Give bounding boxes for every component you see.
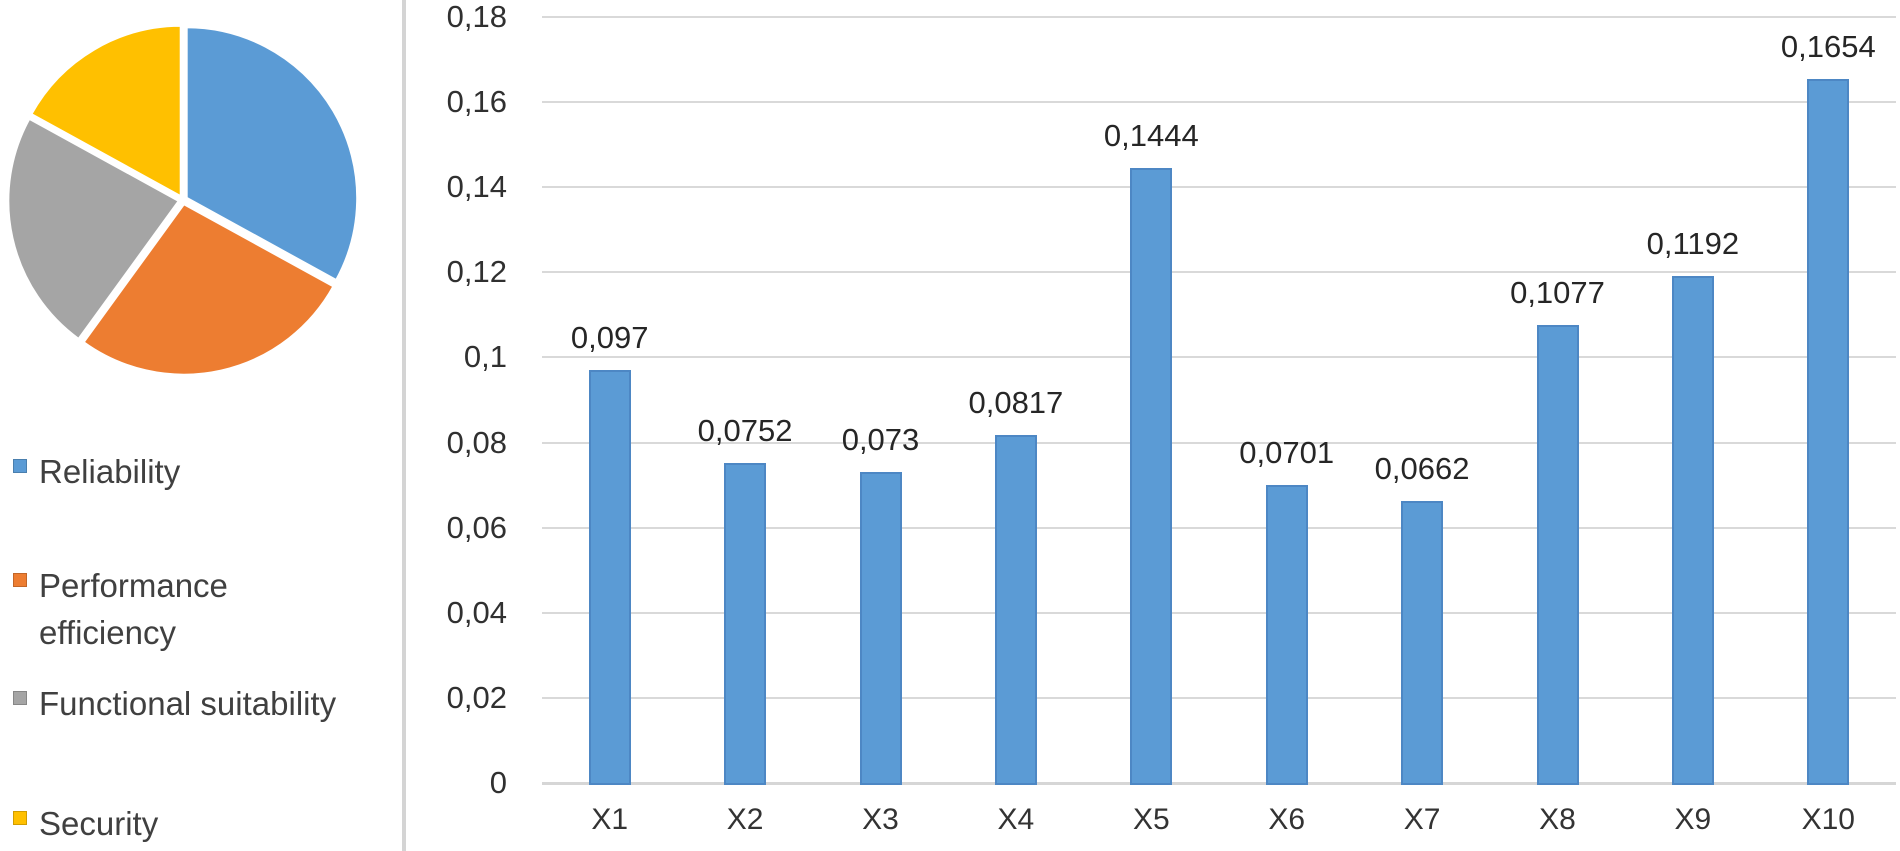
bar-x8 [1536, 324, 1579, 785]
y-axis-tick-label: 0,18 [446, 0, 507, 34]
bar-value-label-x3: 0,073 [841, 422, 920, 458]
bar-value-label-x4: 0,0817 [968, 385, 1064, 421]
x-axis-line [542, 782, 1896, 785]
legend-swatch-reliability [13, 459, 27, 473]
bar-x1 [588, 370, 631, 785]
x-axis-label-x2: X2 [726, 803, 764, 836]
y-axis-tick-label: 0,16 [446, 84, 507, 120]
x-axis-label-x4: X4 [997, 803, 1035, 836]
panel-divider [402, 0, 406, 851]
y-axis-tick-label: 0,14 [446, 169, 507, 205]
x-axis-label-x9: X9 [1674, 803, 1712, 836]
legend-swatch-performance-efficiency [13, 573, 27, 587]
legend-label: Security [39, 805, 159, 842]
gridline [542, 356, 1896, 359]
gridline [542, 271, 1896, 274]
gridline [542, 186, 1896, 189]
y-axis-tick-label: 0 [489, 765, 507, 800]
x-axis-label-x8: X8 [1539, 803, 1576, 836]
bar-x6 [1265, 484, 1308, 785]
x-axis-label-x3: X3 [862, 803, 899, 836]
pie-legend: Reliability Performance efficiency Functio… [0, 0, 400, 851]
gridline [542, 16, 1896, 18]
legend-swatch-security [13, 811, 27, 825]
bar-value-label-x2: 0,0752 [697, 412, 793, 448]
bar-x3 [859, 472, 902, 785]
y-axis-tick-label: 0,1 [463, 339, 507, 375]
pie-chart [6, 24, 359, 377]
x-axis-label-x7: X7 [1403, 803, 1441, 836]
bar-x2 [724, 462, 767, 785]
legend-label: Functional suitability [39, 685, 337, 722]
y-axis-tick-label: 0,02 [446, 679, 507, 715]
pie-slice-performance-efficiency [82, 202, 335, 377]
legend-item-functional-suitability: Functional suitability [13, 680, 336, 727]
gridline [542, 696, 1896, 699]
bar-x7 [1401, 501, 1444, 785]
bar-value-label-x10: 0,1654 [1780, 29, 1876, 65]
x-axis-label-x1: X1 [591, 803, 629, 836]
bar-x4 [994, 435, 1037, 785]
bar-value-label-x8: 0,1077 [1510, 274, 1605, 310]
bar-x9 [1671, 275, 1714, 785]
legend-swatch-functional-suitability [13, 691, 27, 705]
y-axis-tick-label: 0,04 [446, 594, 507, 630]
y-axis-tick-label: 0,12 [446, 254, 507, 290]
bar-value-label-x9: 0,1192 [1646, 225, 1740, 261]
bar-value-label-x6: 0,0701 [1239, 434, 1335, 470]
pie-slice-reliability [185, 25, 359, 282]
gridline [542, 101, 1896, 104]
x-axis-label-x5: X5 [1132, 803, 1170, 836]
bar-value-label-x1: 0,097 [570, 320, 649, 356]
gridline [542, 441, 1896, 444]
x-axis-label-x10: X10 [1801, 803, 1855, 836]
bar-value-label-x5: 0,1444 [1103, 118, 1199, 154]
legend-label: Performance efficiency [39, 567, 228, 651]
legend-item-performance-efficiency: Performance efficiency [13, 562, 289, 656]
bar-x10 [1807, 79, 1850, 785]
pie-slice-functional-suitability [6, 117, 181, 341]
bar-value-label-x7: 0,0662 [1374, 451, 1470, 487]
legend-item-security: Security [13, 800, 158, 847]
legend-label: Reliability [39, 453, 181, 490]
gridline [542, 526, 1896, 529]
y-axis-tick-label: 0,08 [446, 424, 507, 460]
legend-item-reliability: Reliability [13, 448, 180, 495]
y-axis-tick-label: 0,06 [446, 509, 507, 545]
bar-x5 [1130, 168, 1173, 785]
pie-slice-security [29, 24, 183, 198]
x-axis-label-x6: X6 [1268, 803, 1306, 836]
gridline [542, 611, 1896, 614]
